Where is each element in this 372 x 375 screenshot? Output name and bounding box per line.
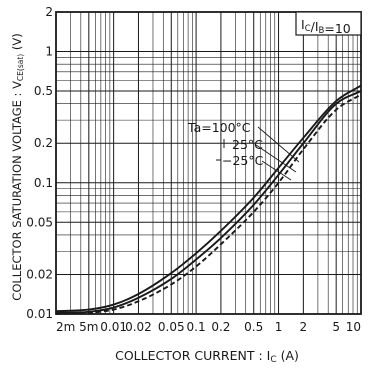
x-tick-label: 2m: [56, 320, 75, 334]
condition-box-frame: [295, 11, 362, 36]
series-line: [55, 84, 362, 313]
y-tick-label: 0.05: [26, 215, 53, 229]
x-tick-label: 0.02: [125, 320, 152, 334]
y-tick-label: 0.5: [34, 84, 53, 98]
leader-line: [255, 144, 297, 173]
series-line: [55, 93, 362, 315]
condition-text: /I: [311, 19, 319, 34]
axis-label-subscript: C: [270, 355, 276, 365]
x-tick-label: 0.05: [158, 320, 185, 334]
leader-line: [261, 160, 292, 181]
plot-frame: [55, 11, 362, 315]
x-tick-label: 0.01: [100, 320, 127, 334]
condition-subscript: C: [305, 24, 311, 34]
condition-box: IC/IB=10: [295, 11, 362, 36]
leader-line: [257, 126, 300, 163]
annotation-25c: 25°C: [232, 137, 263, 152]
series-line: [55, 90, 362, 314]
axis-label-unit: (A): [277, 348, 299, 363]
condition-text: =10: [324, 21, 350, 36]
y-tick-label: 1: [45, 45, 53, 59]
annotation-ta-100c: Ta=100°C: [187, 120, 251, 135]
grid: [55, 11, 362, 315]
y-tick-label: 0.2: [34, 136, 53, 150]
y-tick-label: 0.02: [26, 267, 53, 281]
condition-subscript: B: [319, 26, 325, 36]
x-axis-label: COLLECTOR CURRENT : IC (A): [115, 348, 299, 365]
annotations: Ta=100°C 25°C−25°C: [187, 120, 300, 181]
x-tick-label: 5m: [79, 320, 98, 334]
y-axis-label: COLLECTOR SATURATION VOLTAGE : VCE(sat) …: [10, 33, 25, 300]
x-tick-label: 0.1: [187, 320, 206, 334]
x-tick-label: 2: [300, 320, 308, 334]
x-tick-label: 1: [275, 320, 283, 334]
series-lines: [55, 84, 362, 315]
axis-label-unit: (V): [10, 33, 24, 54]
axis-label-subscript: CE(sat): [16, 54, 25, 81]
axis-label-text: COLLECTOR SATURATION VOLTAGE : V: [10, 81, 24, 301]
x-tick-label: 5: [332, 320, 340, 334]
x-tick-label: 10: [346, 320, 361, 334]
condition-text: I: [301, 17, 305, 32]
y-tick-labels: 0.01 0.02 0.05 0.1 0.2 0.5 1 2: [26, 5, 53, 321]
condition-label: IC/IB=10: [301, 17, 351, 36]
y-tick-label: 0.01: [26, 307, 53, 321]
y-tick-label: 2: [45, 5, 53, 19]
x-tick-label: 0.5: [244, 320, 263, 334]
y-tick-label: 0.1: [34, 176, 53, 190]
axis-label-text: COLLECTOR CURRENT : I: [115, 348, 270, 363]
x-tick-labels: 2m 5m 0.010.02 0.05 0.1 0.2 0.5 1 2 5 10: [56, 320, 361, 334]
x-tick-label: 0.2: [211, 320, 230, 334]
annotation-minus25c: −25°C: [222, 153, 264, 168]
